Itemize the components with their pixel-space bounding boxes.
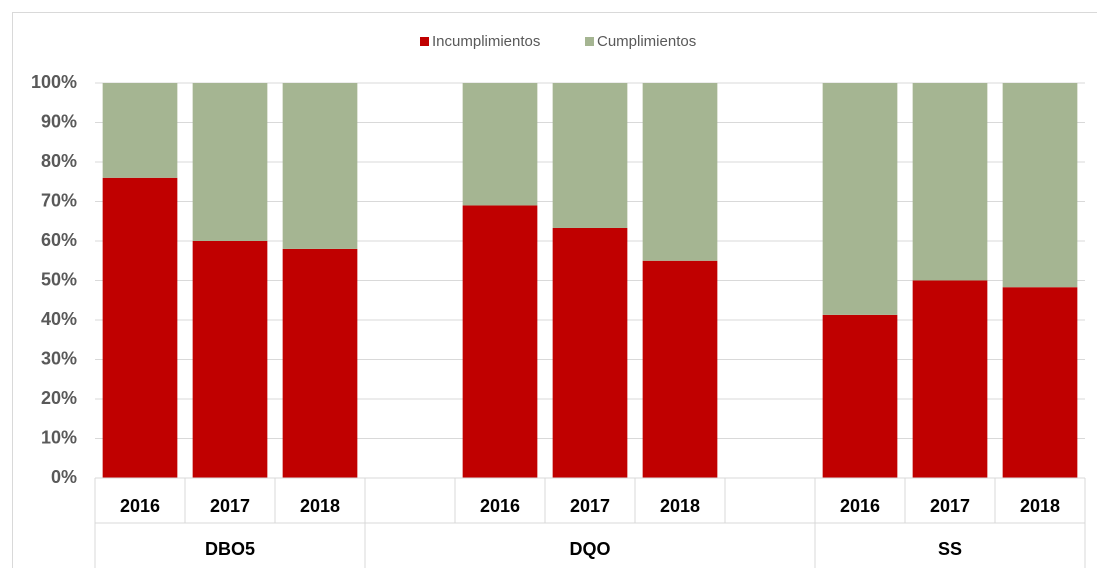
bar-segment — [192, 83, 268, 241]
x-tick-label: 2016 — [840, 496, 880, 516]
legend-swatch — [420, 37, 429, 46]
bar-segment — [282, 83, 358, 249]
x-tick-label: 2018 — [660, 496, 700, 516]
bar-segment — [462, 205, 538, 478]
bar-segment — [1002, 287, 1078, 478]
y-tick-label: 20% — [41, 388, 77, 408]
bar-segment — [822, 83, 898, 315]
y-tick-label: 30% — [41, 348, 77, 368]
bar-segment — [462, 83, 538, 206]
bar-segment — [192, 241, 268, 478]
legend-label: Cumplimientos — [597, 33, 696, 50]
legend-swatch — [585, 37, 594, 46]
x-tick-label: 2016 — [480, 496, 520, 516]
y-tick-label: 100% — [31, 72, 77, 92]
bar-segment — [102, 177, 178, 479]
bar-segment — [282, 248, 358, 478]
x-tick-label: 2017 — [210, 496, 250, 516]
legend-label: Incumplimientos — [432, 33, 540, 50]
bar-segment — [552, 83, 628, 228]
bar-segment — [822, 314, 898, 478]
bar-segment — [912, 280, 988, 478]
x-tick-label: 2017 — [570, 496, 610, 516]
x-tick-label: 2016 — [120, 496, 160, 516]
bar-segment — [102, 83, 178, 178]
y-tick-label: 40% — [41, 309, 77, 329]
y-tick-label: 50% — [41, 269, 77, 289]
y-tick-label: 90% — [41, 111, 77, 131]
chart-border — [12, 12, 1097, 568]
bar-segment — [642, 260, 718, 478]
y-tick-label: 80% — [41, 151, 77, 171]
y-tick-label: 0% — [51, 467, 77, 487]
bar-segment — [912, 83, 988, 281]
group-label: DBO5 — [205, 539, 255, 559]
x-tick-label: 2017 — [930, 496, 970, 516]
y-tick-label: 10% — [41, 427, 77, 447]
group-label: DQO — [569, 539, 610, 559]
y-tick-label: 70% — [41, 190, 77, 210]
x-tick-label: 2018 — [300, 496, 340, 516]
x-tick-label: 2018 — [1020, 496, 1060, 516]
y-tick-label: 60% — [41, 230, 77, 250]
bar-segment — [642, 83, 718, 261]
bar-segment — [1002, 83, 1078, 288]
bar-segment — [552, 227, 628, 478]
group-label: SS — [938, 539, 962, 559]
